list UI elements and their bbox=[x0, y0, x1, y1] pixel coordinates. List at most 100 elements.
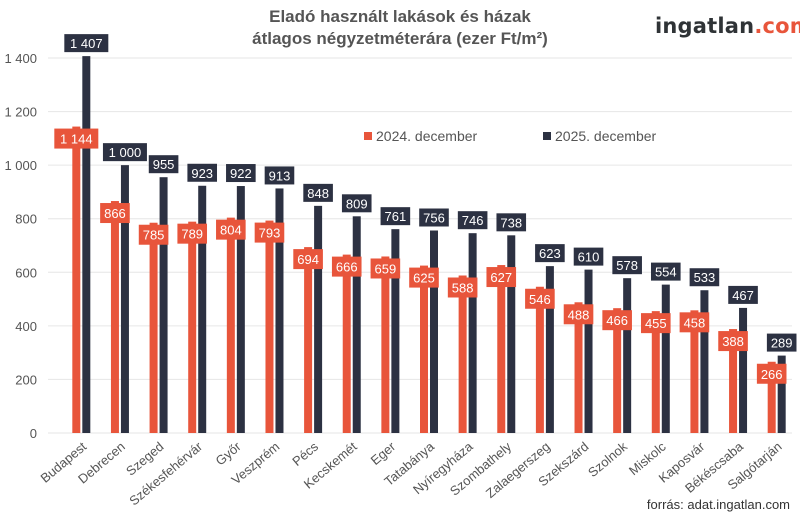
data-label-box-2024 bbox=[602, 310, 632, 331]
legend-swatch-2024 bbox=[364, 132, 372, 140]
bar-2024 bbox=[458, 275, 467, 433]
data-label-box-2024 bbox=[640, 313, 671, 334]
y-tick-label: 0 bbox=[30, 426, 37, 441]
data-label-2025: 922 bbox=[230, 166, 252, 181]
data-label-2024: 625 bbox=[413, 271, 435, 286]
bar-2024 bbox=[226, 217, 235, 433]
data-label-2024: 1 144 bbox=[60, 132, 93, 147]
data-label-box-2025 bbox=[728, 285, 758, 304]
bar-2025 bbox=[82, 56, 91, 433]
bar-2025 bbox=[391, 229, 400, 433]
chart-title-line-1: Eladó használt lakások és házak bbox=[269, 7, 531, 26]
bar-2024 bbox=[188, 221, 197, 433]
bar-2024 bbox=[265, 220, 274, 433]
legend-label-2024: 2024. december bbox=[376, 128, 478, 144]
data-label-box-2024 bbox=[409, 267, 439, 288]
y-tick-label: 800 bbox=[15, 212, 37, 227]
data-label-2025: 578 bbox=[616, 258, 638, 273]
data-label-2025: 554 bbox=[655, 265, 677, 280]
bar-2025 bbox=[120, 165, 129, 433]
data-label-box-2025 bbox=[689, 268, 720, 287]
data-label-2024: 666 bbox=[336, 260, 358, 275]
bar-2024 bbox=[574, 302, 583, 433]
data-label-box-2024 bbox=[718, 331, 748, 352]
data-label-2024: 388 bbox=[722, 334, 744, 349]
brand-logo: ingatlan.com bbox=[655, 14, 800, 38]
bar-2024 bbox=[535, 286, 544, 433]
data-label-2024: 866 bbox=[104, 206, 126, 221]
data-label-box-2024 bbox=[679, 312, 710, 333]
bar-2025 bbox=[198, 185, 207, 433]
data-label-2024: 458 bbox=[684, 315, 706, 330]
data-label-2024: 588 bbox=[452, 281, 474, 296]
bar-2024 bbox=[497, 265, 506, 433]
y-tick-label: 1 000 bbox=[4, 158, 37, 173]
bar-2025 bbox=[468, 233, 477, 433]
data-label-2024: 546 bbox=[529, 292, 551, 307]
data-label-box-2024 bbox=[756, 363, 787, 384]
data-label-box-2024 bbox=[54, 128, 99, 149]
bar-2025 bbox=[236, 186, 245, 433]
data-label-2024: 488 bbox=[568, 307, 590, 322]
bar-2024 bbox=[381, 256, 390, 433]
data-label-box-2024 bbox=[138, 224, 169, 245]
bar-2024 bbox=[342, 254, 351, 433]
y-tick-label: 600 bbox=[15, 265, 37, 280]
bar-2024 bbox=[613, 308, 622, 433]
data-label-2025: 738 bbox=[500, 215, 522, 230]
y-tick-label: 400 bbox=[15, 319, 37, 334]
x-tick-label: Pécs bbox=[289, 438, 321, 468]
data-label-2025: 467 bbox=[732, 288, 754, 303]
y-tick-label: 1 400 bbox=[4, 51, 37, 66]
data-label-box-2025 bbox=[264, 166, 295, 185]
x-tick-label: Szolnok bbox=[585, 438, 630, 480]
legend-swatch-2025 bbox=[543, 132, 551, 140]
bar-2025 bbox=[352, 216, 361, 433]
data-label-2025: 955 bbox=[153, 157, 175, 172]
data-label-2025: 289 bbox=[771, 336, 793, 351]
data-labels: 1 407 1 144 1 000 866 955 785 923 789 922 804 913 7… bbox=[54, 34, 797, 384]
data-label-2024: 694 bbox=[297, 252, 319, 267]
bar-2025 bbox=[777, 355, 786, 433]
bar-2025 bbox=[584, 269, 593, 433]
data-label-box-2024 bbox=[525, 288, 555, 309]
bar-2025 bbox=[430, 230, 438, 433]
data-label-box-2025 bbox=[187, 163, 218, 182]
data-label-2025: 848 bbox=[307, 186, 329, 201]
chart-title-line-2: átlagos négyzetméterára (ezer Ft/m²) bbox=[252, 29, 548, 48]
data-label-box-2024 bbox=[254, 222, 285, 243]
y-tick-label: 200 bbox=[15, 372, 37, 387]
bar-2024 bbox=[651, 311, 660, 433]
bar-2025 bbox=[661, 284, 670, 433]
bar-2024 bbox=[729, 329, 738, 433]
logo-main: ingatlan bbox=[655, 14, 755, 38]
data-label-box-2025 bbox=[612, 256, 642, 275]
bar-2024 bbox=[110, 201, 119, 433]
data-label-2024: 266 bbox=[761, 367, 783, 382]
legend: 2024. december 2025. december bbox=[364, 128, 657, 144]
data-label-2025: 923 bbox=[191, 166, 213, 181]
source-note: forrás: adat.ingatlan.com bbox=[646, 497, 790, 512]
data-label-box-2024 bbox=[370, 258, 401, 279]
data-label-2025: 1 000 bbox=[109, 145, 142, 160]
bar-2025 bbox=[507, 235, 516, 433]
x-tick-label: Győr bbox=[213, 438, 245, 468]
data-label-box-2024 bbox=[486, 267, 517, 288]
data-label-2025: 809 bbox=[346, 196, 368, 211]
data-label-box-2025 bbox=[457, 211, 488, 230]
y-tick-label: 1 200 bbox=[4, 105, 37, 120]
data-label-box-2025 bbox=[341, 194, 372, 213]
bar-2024 bbox=[420, 265, 428, 433]
data-label-box-2024 bbox=[331, 256, 362, 277]
bar-2024 bbox=[767, 361, 776, 433]
bar-2025 bbox=[159, 177, 168, 433]
data-label-2025: 761 bbox=[385, 209, 407, 224]
data-label-box-2024 bbox=[216, 219, 246, 240]
data-label-box-2025 bbox=[535, 244, 565, 263]
data-label-2024: 785 bbox=[143, 228, 165, 243]
bar-2025 bbox=[739, 307, 748, 433]
data-label-box-2025 bbox=[496, 213, 527, 232]
data-label-2024: 793 bbox=[259, 226, 281, 241]
bar-2024 bbox=[72, 126, 81, 434]
data-label-2025: 623 bbox=[539, 246, 561, 261]
